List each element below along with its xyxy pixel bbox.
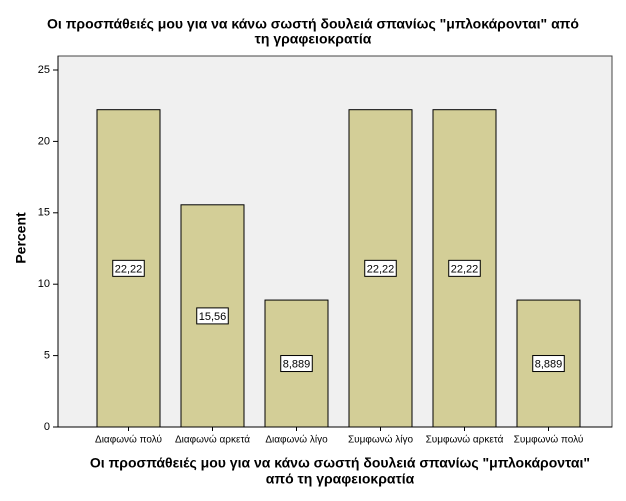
x-tick-label: Διαφωνώ αρκετά [175,434,250,446]
y-tick-label: 5 [44,350,50,362]
x-tick-label: Συμφωνώ λίγο [348,434,414,446]
x-axis-title: Οι προσπάθειές μου για να κάνω σωστή δου… [90,455,590,471]
value-label-box [448,259,481,277]
value-label-box [112,259,145,277]
x-tick-label: Διαφωνώ λίγο [265,434,328,446]
value-label: 8,889 [535,358,563,370]
value-label: 22,22 [115,263,143,275]
y-tick-label: 20 [38,135,50,147]
value-label: 22,22 [367,263,395,275]
chart-title: τη γραφειοκρατία [255,31,372,47]
value-label-box [532,355,565,373]
y-tick-label: 0 [44,421,50,433]
x-tick-label: Συμφωνώ αρκετά [426,434,504,446]
y-tick-label: 15 [38,207,50,219]
y-tick-label: 25 [38,64,50,76]
y-tick-label: 10 [38,278,50,290]
value-label: 22,22 [451,263,479,275]
value-label-box [280,355,313,373]
value-label-box [196,307,229,325]
value-label-box [364,259,397,277]
x-tick-label: Συμφωνώ πολύ [514,434,584,446]
value-label: 8,889 [283,358,311,370]
x-axis-title: από τη γραφειοκρατία [266,471,415,487]
chart-title: Οι προσπάθειές μου για να κάνω σωστή δου… [47,16,579,32]
y-axis-title: Percent [13,212,29,264]
value-label: 15,56 [199,311,227,323]
x-tick-label: Διαφωνώ πολύ [95,434,162,446]
